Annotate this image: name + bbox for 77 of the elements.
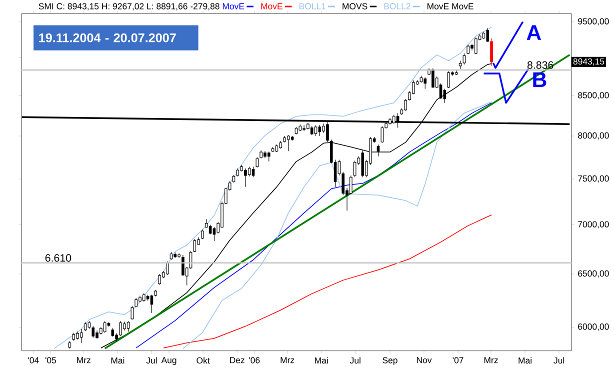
candlestick bbox=[193, 238, 196, 252]
text: H: 9267,02 L: 8891,66 -279,88 bbox=[102, 3, 220, 10]
x-tick-label: Nov bbox=[416, 356, 432, 364]
x-tick-label: '04 bbox=[28, 356, 39, 364]
candlestick bbox=[353, 160, 356, 178]
candlestick bbox=[447, 70, 450, 88]
candlestick bbox=[267, 151, 270, 162]
x-tick-label: '07 bbox=[452, 356, 464, 364]
candlestick bbox=[244, 168, 247, 188]
candlestick bbox=[166, 260, 169, 276]
x-tick-label: Okt bbox=[196, 356, 210, 364]
legend-label: BOLL2 bbox=[384, 3, 410, 10]
x-tick-label: Sep bbox=[382, 356, 398, 365]
candlestick bbox=[287, 134, 290, 152]
candlestick bbox=[474, 36, 478, 54]
text: MovE MovE bbox=[428, 3, 474, 10]
candlestick bbox=[134, 297, 138, 308]
x-tick-label: Mrz bbox=[77, 356, 90, 363]
text: 19.11.2004 - 20.07.2007 bbox=[39, 33, 176, 42]
candlestick bbox=[248, 166, 251, 176]
y-tick-label: 6500,00 bbox=[578, 270, 609, 278]
candlestick bbox=[380, 126, 384, 143]
candlestick bbox=[314, 124, 318, 136]
candlestick bbox=[490, 38, 493, 66]
ref-line-label: 8.836 bbox=[527, 61, 554, 69]
x-tick-label: '06 bbox=[249, 356, 260, 364]
series-label: B bbox=[533, 72, 546, 87]
candlestick bbox=[462, 52, 466, 65]
candlestick bbox=[432, 68, 434, 88]
candlestick bbox=[443, 88, 446, 103]
candlestick bbox=[103, 320, 106, 333]
x-tick-label: Jul bbox=[146, 356, 157, 364]
candlestick bbox=[158, 274, 161, 285]
candlestick bbox=[310, 126, 314, 136]
y-tick-label: 6000,00 bbox=[578, 323, 609, 331]
chart-title: SMI bbox=[38, 3, 54, 10]
legend-label: BOLL1 bbox=[300, 3, 326, 10]
candlestick bbox=[318, 124, 322, 136]
y-tick-label: 7000,00 bbox=[578, 221, 609, 228]
x-tick-label: Mrz bbox=[484, 356, 498, 363]
x-tick-label: Mrz bbox=[280, 356, 294, 363]
candlestick bbox=[80, 328, 83, 343]
candlestick bbox=[404, 98, 408, 111]
candlestick bbox=[424, 76, 427, 89]
ref-line-label: 6.610 bbox=[45, 254, 72, 262]
text: 8943,15 bbox=[573, 58, 604, 66]
x-tick-label: Jul bbox=[350, 356, 360, 364]
y-tick-label: 7500,00 bbox=[578, 175, 609, 182]
legend-label: MOVS bbox=[342, 3, 368, 10]
candlestick bbox=[466, 44, 470, 54]
line-series bbox=[163, 214, 492, 348]
x-tick-label: Mai bbox=[111, 356, 124, 364]
x-tick-label: Jul bbox=[554, 356, 564, 364]
legend-label: MovE bbox=[261, 3, 282, 10]
candlestick bbox=[130, 305, 134, 320]
candlestick bbox=[361, 150, 364, 178]
x-tick-label: Mai bbox=[518, 356, 532, 364]
text: C: 8943,15 bbox=[56, 3, 99, 10]
x-tick-label: Dez bbox=[230, 356, 244, 364]
candlestick bbox=[119, 320, 122, 336]
x-tick-label: Mai bbox=[315, 356, 328, 364]
candlestick bbox=[256, 156, 259, 168]
candlestick bbox=[182, 254, 184, 276]
series-label: A bbox=[526, 25, 542, 40]
y-tick-label: 8000,00 bbox=[578, 132, 609, 140]
legend-label: MovE bbox=[222, 3, 244, 10]
x-tick-label: Aug bbox=[161, 356, 176, 365]
candlestick bbox=[486, 28, 490, 42]
y-tick-label: 8500,00 bbox=[578, 92, 609, 100]
candlestick bbox=[92, 326, 95, 338]
candlestick bbox=[201, 229, 204, 240]
candlestick bbox=[350, 175, 352, 194]
candlestick bbox=[252, 166, 255, 178]
candlestick bbox=[376, 144, 380, 156]
x-tick-label: '05 bbox=[45, 356, 56, 364]
candlestick bbox=[178, 252, 180, 258]
y-tick-label: 9500,00 bbox=[578, 18, 609, 26]
